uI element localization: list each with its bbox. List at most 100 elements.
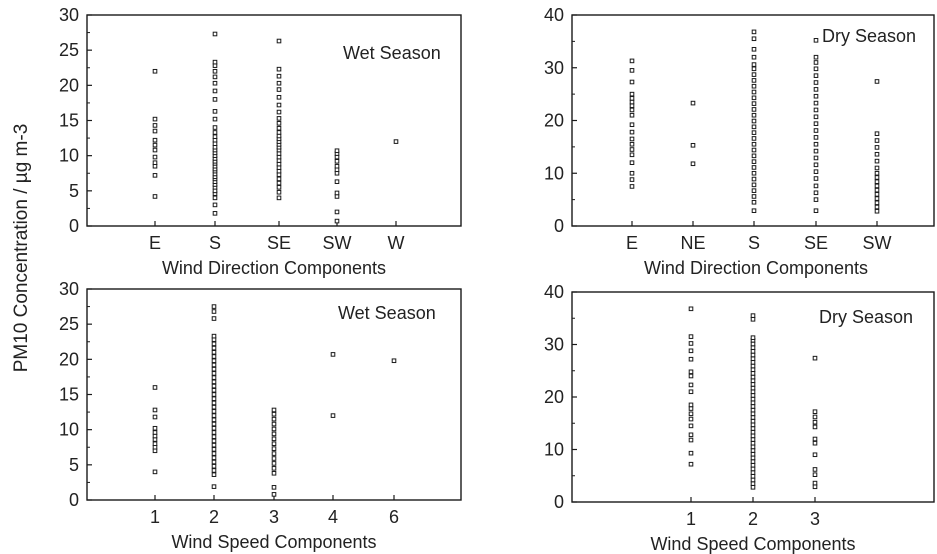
- data-point: [212, 68, 218, 74]
- data-point: [751, 62, 757, 67]
- x-tick-label: 1: [150, 507, 160, 527]
- data-point: [211, 409, 217, 414]
- data-point: [330, 413, 336, 418]
- y-tick-label: 30: [59, 279, 79, 299]
- data-point: [750, 429, 756, 435]
- data-point: [813, 73, 819, 78]
- data-point: [750, 418, 756, 424]
- data-point: [211, 404, 217, 410]
- y-tick-label: 15: [59, 111, 79, 131]
- data-point: [334, 209, 340, 215]
- data-point: [751, 182, 757, 188]
- data-point: [874, 138, 880, 143]
- data-point: [688, 356, 694, 362]
- data-point: [751, 107, 757, 112]
- data-point: [688, 437, 694, 443]
- x-tick-label: SE: [267, 233, 291, 253]
- panel-label: Wet Season: [338, 303, 436, 323]
- data-point: [271, 411, 277, 417]
- data-point: [688, 423, 694, 429]
- data-point: [152, 154, 158, 160]
- data-point: [211, 463, 217, 469]
- data-point: [750, 462, 756, 468]
- data-point: [211, 392, 217, 397]
- data-point: [813, 148, 819, 154]
- data-point: [750, 393, 756, 398]
- data-point: [211, 451, 217, 456]
- data-point: [212, 125, 218, 130]
- y-tick-label: 0: [554, 216, 564, 236]
- data-point: [276, 73, 282, 79]
- panel-dry-wind-direction: 0 10 20 30 40 E NE S SE SW Wind Direction Componen…: [544, 5, 935, 278]
- data-point: [271, 426, 277, 432]
- data-point: [629, 68, 635, 73]
- data-point: [813, 183, 819, 189]
- data-point: [688, 402, 694, 408]
- data-point: [750, 433, 756, 439]
- data-point: [211, 354, 217, 359]
- data-point: [276, 66, 282, 72]
- data-point: [629, 79, 635, 85]
- data-point: [874, 79, 880, 84]
- data-point: [813, 66, 819, 72]
- data-point: [276, 189, 282, 195]
- data-point: [211, 438, 217, 444]
- data-point: [271, 492, 277, 497]
- data-point: [750, 444, 756, 450]
- data-point: [813, 176, 819, 181]
- data-point: [211, 430, 217, 435]
- data-point: [750, 396, 756, 402]
- data-point: [152, 123, 158, 128]
- data-point: [874, 158, 880, 164]
- y-tick-label: 25: [59, 314, 79, 334]
- data-point: [750, 451, 756, 457]
- data-point: [751, 194, 757, 199]
- data-point: [751, 36, 757, 42]
- data-point: [211, 442, 217, 448]
- data-point: [750, 466, 756, 472]
- data-point: [874, 192, 880, 197]
- data-point: [629, 107, 635, 113]
- data-point: [750, 356, 756, 361]
- data-point: [211, 333, 217, 339]
- y-tick-label: 10: [544, 440, 564, 460]
- data-point: [874, 145, 880, 150]
- data-point: [813, 190, 819, 196]
- data-point: [391, 358, 397, 364]
- data-point: [334, 163, 340, 169]
- data-point: [152, 128, 158, 134]
- y-tick-label: 20: [544, 387, 564, 407]
- data-point: [212, 202, 218, 208]
- data-point: [276, 116, 282, 121]
- data-point: [813, 141, 819, 147]
- data-point: [152, 407, 158, 413]
- data-point: [334, 179, 340, 184]
- data-point: [812, 480, 818, 486]
- panel-label: Dry Season: [822, 26, 916, 46]
- x-tick-label: E: [149, 233, 161, 253]
- data-point: [276, 185, 282, 190]
- data-point: [813, 93, 819, 99]
- data-point: [212, 211, 218, 216]
- data-point: [212, 74, 218, 80]
- data-point: [750, 473, 756, 479]
- data-point: [813, 54, 819, 60]
- data-point: [813, 162, 819, 168]
- x-tick-label: 2: [748, 509, 758, 529]
- data-point: [813, 60, 819, 65]
- data-point: [751, 112, 757, 118]
- data-point: [276, 80, 282, 86]
- y-tick-label: 5: [69, 455, 79, 475]
- data-point: [212, 31, 218, 37]
- data-point: [271, 436, 277, 442]
- data-point: [813, 169, 819, 174]
- data-point: [750, 415, 756, 420]
- data-point: [211, 472, 217, 477]
- data-point: [750, 407, 756, 413]
- data-point: [211, 316, 217, 321]
- x-tick-label: E: [626, 233, 638, 253]
- data-point: [750, 440, 756, 446]
- y-tick-label: 25: [59, 40, 79, 60]
- data-point: [152, 194, 158, 199]
